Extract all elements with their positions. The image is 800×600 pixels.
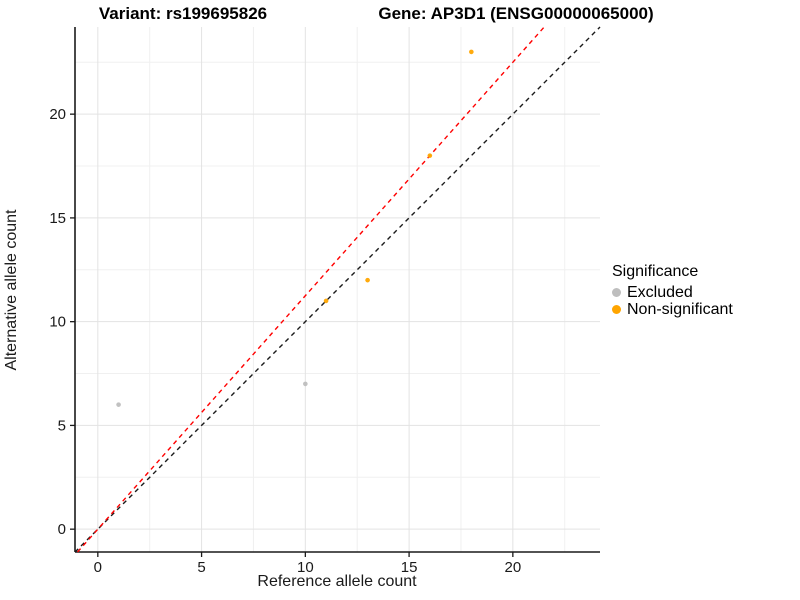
x-axis-title: Reference allele count [257, 573, 417, 590]
legend: Significance Excluded Non-significant [612, 263, 733, 318]
legend-item-non-significant-label: Non-significant [627, 300, 733, 318]
y-tick-label: 5 [58, 417, 66, 434]
non-significant-point-icon [612, 305, 621, 314]
y-tick-label: 10 [49, 314, 66, 331]
x-tick-label: 10 [297, 559, 314, 576]
x-tick-label: 15 [401, 559, 418, 576]
plot-title-variant: Variant: rs199695826 [98, 4, 268, 23]
y-axis-title: Alternative allele count [3, 209, 20, 371]
x-tick-label: 20 [505, 559, 522, 576]
excluded-point-icon [612, 288, 621, 297]
x-tick-label: 5 [197, 559, 205, 576]
y-tick-label: 20 [49, 106, 66, 123]
allele-ratio-line [77, 26, 545, 553]
y-tick-label: 15 [49, 210, 66, 227]
legend-item-excluded: Excluded [612, 284, 733, 301]
data-point-non-significant [427, 153, 433, 158]
legend-item-excluded-label: Excluded [627, 283, 693, 301]
y-tick-label: 0 [58, 521, 66, 538]
legend-title: Significance [612, 263, 699, 280]
data-point-excluded [303, 381, 308, 387]
legend-item-non-significant: Non-significant [612, 301, 733, 318]
data-point-non-significant [365, 277, 370, 283]
data-point-non-significant [469, 49, 474, 55]
data-point-non-significant [323, 298, 329, 304]
data-point-excluded [116, 402, 121, 407]
identity-line [74, 26, 601, 553]
plot-title-gene: Gene: AP3D1 (ENSG00000065000) [378, 4, 654, 23]
x-tick-label: 0 [94, 559, 102, 576]
